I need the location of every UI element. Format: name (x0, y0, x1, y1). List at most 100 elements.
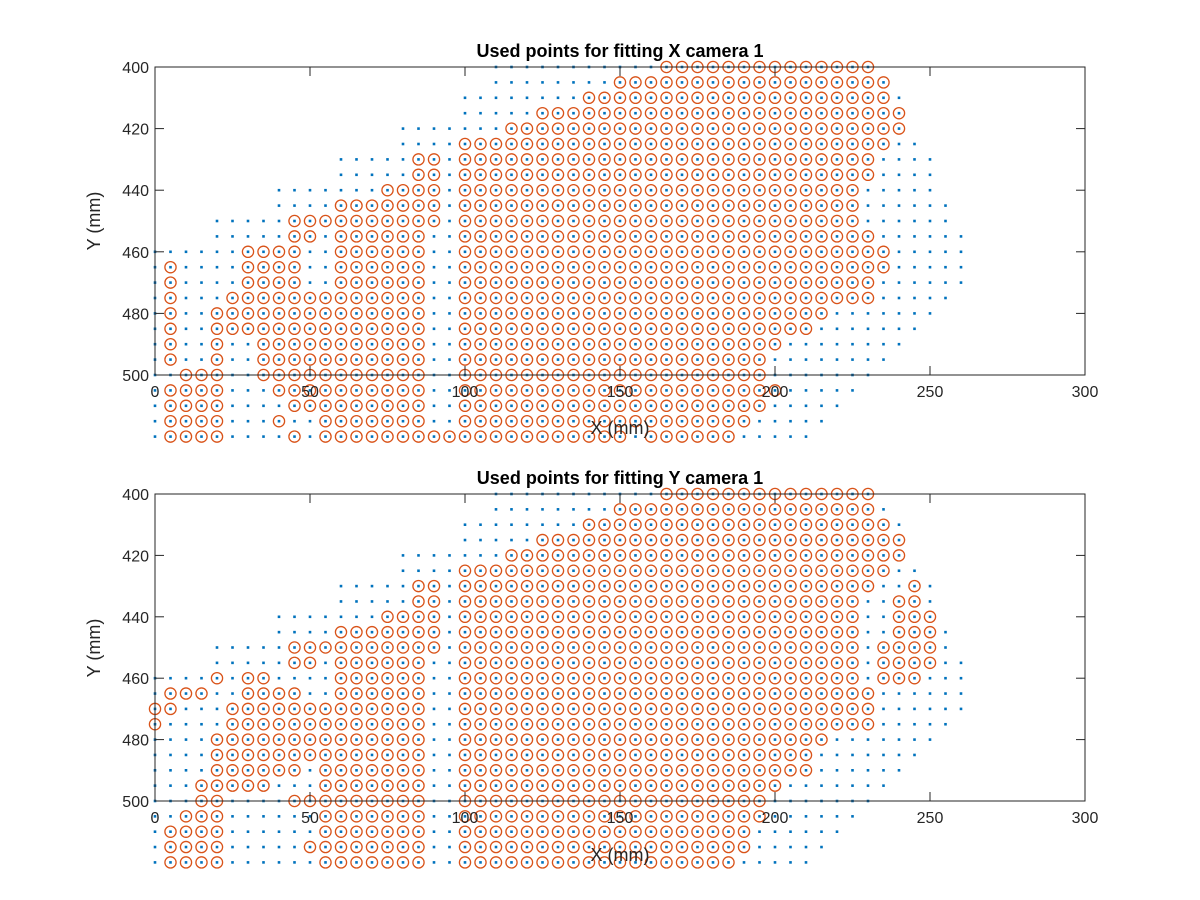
calibration-point (928, 738, 932, 741)
calibration-point (184, 769, 188, 772)
calibration-point (386, 281, 389, 284)
used-point-marker (458, 656, 472, 670)
calibration-point (634, 554, 637, 557)
calibration-point (711, 404, 715, 408)
calibration-point (355, 219, 358, 223)
calibration-point (913, 188, 916, 192)
used-point-marker (598, 779, 611, 792)
calibration-point (804, 554, 808, 557)
calibration-point (665, 158, 668, 161)
calibration-point (587, 358, 591, 361)
used-point-marker (381, 687, 394, 700)
calibration-point (866, 327, 870, 331)
calibration-point (479, 769, 482, 772)
calibration-point (711, 219, 715, 223)
calibration-point (835, 158, 839, 161)
used-point-marker (179, 399, 193, 413)
calibration-point (618, 389, 622, 392)
calibration-point (696, 419, 699, 423)
calibration-point (835, 404, 839, 408)
calibration-point (231, 753, 234, 757)
calibration-point (215, 389, 219, 392)
used-point-marker (861, 168, 875, 182)
used-point-marker (660, 595, 673, 608)
calibration-point (525, 554, 529, 557)
used-point-marker (458, 810, 472, 823)
used-point-marker (474, 384, 487, 397)
used-point-marker (675, 245, 689, 259)
used-point-marker (737, 718, 751, 731)
used-point-marker (582, 718, 596, 731)
used-point-marker (427, 625, 441, 639)
calibration-point (680, 769, 684, 772)
calibration-point (804, 142, 808, 146)
calibration-point (215, 265, 219, 269)
calibration-point (603, 404, 606, 408)
calibration-point (215, 219, 219, 223)
calibration-point (866, 630, 870, 634)
calibration-point (277, 646, 281, 649)
calibration-point (603, 538, 606, 542)
used-point-marker (675, 430, 689, 443)
calibration-point (727, 235, 730, 238)
used-point-marker (737, 579, 751, 593)
calibration-point (851, 815, 854, 818)
used-point-marker (691, 183, 704, 197)
bottom-axes-title: Used points for fitting Y camera 1 (477, 468, 763, 488)
calibration-point (773, 569, 777, 573)
calibration-point (711, 312, 715, 315)
calibration-point (463, 830, 467, 833)
calibration-point (851, 692, 854, 695)
used-point-marker (706, 718, 720, 731)
calibration-point (324, 646, 327, 649)
calibration-point (417, 692, 420, 695)
used-point-marker (691, 503, 704, 516)
calibration-point (665, 404, 668, 408)
calibration-point (200, 845, 203, 849)
used-point-marker (350, 230, 363, 243)
calibration-point (339, 692, 343, 695)
calibration-point (603, 830, 606, 833)
calibration-point (169, 815, 172, 818)
used-point-marker (489, 564, 503, 578)
calibration-point (711, 173, 715, 177)
calibration-point (200, 753, 203, 757)
calibration-point (494, 96, 498, 100)
calibration-point (215, 327, 219, 331)
calibration-point (882, 158, 885, 161)
calibration-point (928, 312, 932, 315)
calibration-point (634, 600, 637, 603)
used-point-marker (381, 183, 394, 197)
used-point-marker (551, 549, 565, 562)
used-point-marker (288, 353, 301, 366)
used-point-marker (737, 307, 751, 320)
calibration-point (541, 538, 544, 542)
x-tick-label: 0 (151, 384, 160, 401)
used-point-marker (195, 687, 208, 700)
calibration-point (711, 358, 715, 361)
calibration-point (711, 142, 715, 146)
used-point-marker (319, 291, 332, 305)
x-tick-label: 250 (917, 384, 944, 401)
calibration-point (913, 569, 916, 573)
used-point-marker (660, 337, 673, 351)
used-point-marker (737, 76, 751, 89)
calibration-point (649, 204, 653, 207)
calibration-point (169, 692, 172, 695)
calibration-point (339, 265, 343, 269)
calibration-point (959, 692, 963, 695)
used-point-marker (520, 322, 534, 336)
used-point-marker (334, 825, 348, 838)
used-point-marker (644, 337, 658, 351)
calibration-point (277, 219, 281, 223)
calibration-point (897, 569, 901, 573)
calibration-point (882, 738, 885, 741)
calibration-point (293, 204, 296, 207)
used-point-marker (210, 353, 224, 366)
used-point-marker (365, 399, 379, 413)
calibration-point (153, 815, 157, 818)
calibration-point (417, 676, 420, 680)
used-point-marker (644, 503, 658, 516)
calibration-point (727, 204, 730, 207)
calibration-point (866, 142, 870, 146)
